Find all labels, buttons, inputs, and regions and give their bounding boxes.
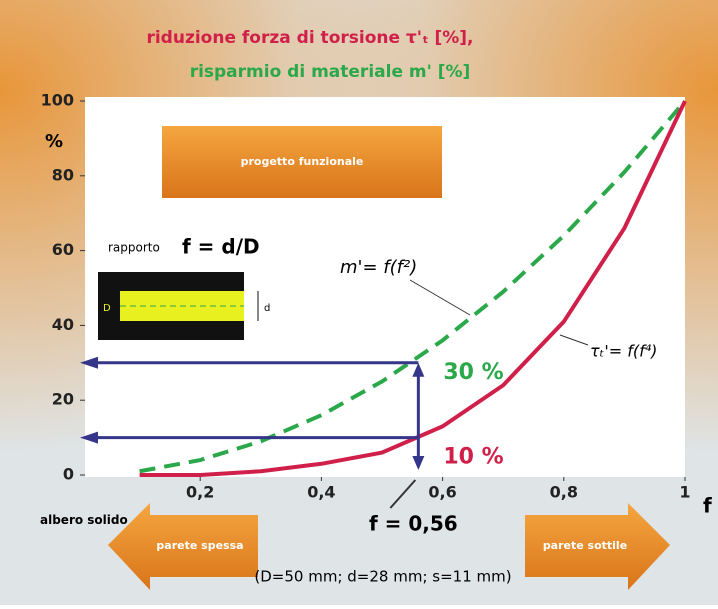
ratio: f = d/D (182, 235, 260, 259)
series-label: m'= f(f²) (340, 257, 417, 278)
dim-label: D (103, 303, 111, 314)
x-tick-label: 1 (679, 483, 690, 502)
thin-label: parete sottile (543, 539, 627, 552)
note: (D=50 mm; d=28 mm; s=11 mm) (254, 568, 511, 586)
chart: riduzione forza di torsione τ'ₜ [%], ris… (0, 0, 718, 605)
y-tick-label: 20 (52, 390, 74, 409)
x-axis-label: f (703, 494, 712, 518)
x-tick-label: 0,4 (307, 483, 335, 502)
series-label: τₜ'= f(f⁴) (590, 342, 657, 361)
reference-x-label: f = 0,56 (369, 512, 458, 536)
solid-label: albero solido (40, 513, 128, 527)
box-label: progetto funzionale (241, 155, 364, 168)
x-tick-label: 0,2 (186, 483, 214, 502)
y-tick-label: 0 (63, 465, 74, 484)
thick-label: parete spessa (156, 539, 243, 552)
x-tick-label: 0,8 (550, 483, 578, 502)
ratio-word: rapporto (108, 241, 160, 255)
dim-label: d (264, 303, 270, 314)
y-tick-label: 40 (52, 315, 74, 334)
y-tick-label: 100 (41, 91, 74, 110)
y-axis-label: % (45, 131, 63, 152)
y-tick-label: 60 (52, 240, 74, 259)
reference-label: 10 % (443, 445, 503, 470)
x-tick-label: 0,6 (428, 483, 456, 502)
reference-label: 30 % (443, 360, 503, 385)
y-tick-label: 80 (52, 165, 74, 184)
chart-title: riduzione forza di torsione τ'ₜ [%], (146, 28, 473, 48)
chart-subtitle: risparmio di materiale m' [%] (190, 62, 471, 82)
